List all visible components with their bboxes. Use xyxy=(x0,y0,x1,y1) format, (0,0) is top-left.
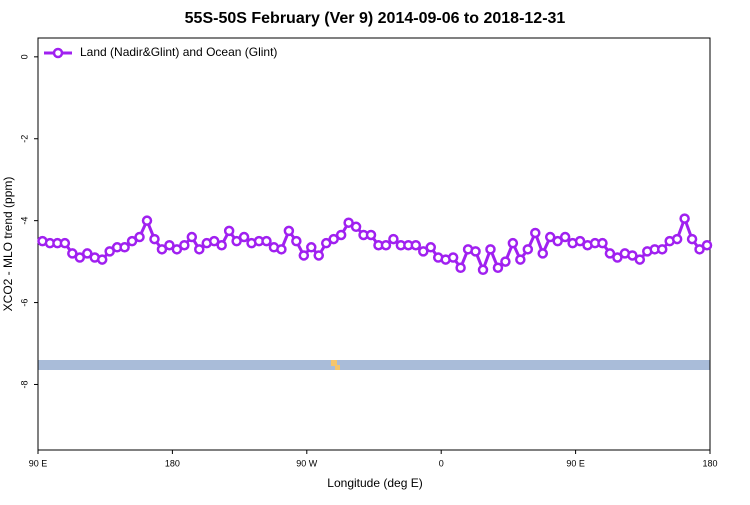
point xyxy=(216,239,227,251)
point xyxy=(335,229,347,241)
point xyxy=(671,233,683,245)
point xyxy=(261,235,272,247)
point xyxy=(477,264,489,276)
point xyxy=(388,233,399,245)
point xyxy=(276,244,287,255)
point xyxy=(343,217,354,228)
point xyxy=(507,237,519,249)
point xyxy=(119,242,130,253)
point xyxy=(500,256,511,267)
point xyxy=(627,250,638,261)
point xyxy=(515,254,526,265)
point xyxy=(686,233,698,245)
point xyxy=(552,235,563,247)
point xyxy=(104,246,115,257)
point xyxy=(134,231,145,243)
point xyxy=(634,254,646,265)
point xyxy=(74,252,86,263)
point xyxy=(164,239,175,251)
point xyxy=(559,231,571,243)
point xyxy=(149,233,160,245)
x-tick-label: 180 xyxy=(165,458,180,468)
x-axis-label: Longitude (deg E) xyxy=(327,476,422,490)
point xyxy=(350,221,362,233)
x-tick-label: 90 E xyxy=(566,458,585,468)
point xyxy=(291,235,302,247)
point xyxy=(194,244,205,255)
point xyxy=(470,246,481,257)
point xyxy=(96,254,108,265)
point xyxy=(612,252,623,263)
point xyxy=(328,233,339,245)
point xyxy=(298,250,310,261)
point xyxy=(522,244,534,255)
point xyxy=(597,237,608,249)
point xyxy=(485,244,496,255)
point xyxy=(156,244,168,255)
chart-title: 55S-50S February (Ver 9) 2014-09-06 to 2… xyxy=(185,10,566,27)
point xyxy=(425,242,436,253)
point xyxy=(238,231,250,243)
point xyxy=(320,237,332,249)
y-tick-label: -4 xyxy=(19,217,29,225)
point xyxy=(410,239,422,251)
point xyxy=(574,235,586,247)
point xyxy=(223,225,235,237)
point xyxy=(544,231,556,243)
point xyxy=(306,242,317,253)
point xyxy=(537,248,548,259)
point xyxy=(447,252,459,263)
point xyxy=(231,235,242,247)
y-tick-label: -2 xyxy=(19,135,29,143)
land-patch xyxy=(331,360,337,366)
point xyxy=(59,237,71,249)
point xyxy=(179,239,190,251)
y-axis-label: XCO2 - MLO trend (ppm) xyxy=(1,177,15,312)
point xyxy=(208,235,220,247)
point xyxy=(283,225,295,237)
point xyxy=(455,262,466,274)
point xyxy=(313,250,324,261)
point xyxy=(141,215,153,226)
x-tick-label: 0 xyxy=(439,458,444,468)
point xyxy=(67,248,78,259)
point xyxy=(186,231,198,243)
point xyxy=(679,213,690,224)
point xyxy=(656,244,668,255)
y-tick-label: 0 xyxy=(19,54,29,59)
land-band xyxy=(38,360,710,370)
point xyxy=(365,229,377,241)
point xyxy=(418,246,429,257)
land-patch xyxy=(335,365,340,370)
point xyxy=(701,239,713,251)
point xyxy=(694,244,705,255)
point xyxy=(171,244,183,255)
point xyxy=(604,248,616,259)
legend-marker xyxy=(52,47,64,59)
point xyxy=(126,235,138,247)
y-tick-label: -6 xyxy=(19,299,29,307)
legend-label: Land (Nadir&Glint) and Ocean (Glint) xyxy=(80,45,277,59)
point xyxy=(82,248,93,259)
x-tick-label: 90 W xyxy=(296,458,318,468)
point xyxy=(492,262,504,274)
x-tick-label: 90 E xyxy=(29,458,48,468)
y-tick-label: -8 xyxy=(19,380,29,388)
x-tick-label: 180 xyxy=(702,458,717,468)
point xyxy=(380,239,392,251)
point xyxy=(530,227,541,239)
